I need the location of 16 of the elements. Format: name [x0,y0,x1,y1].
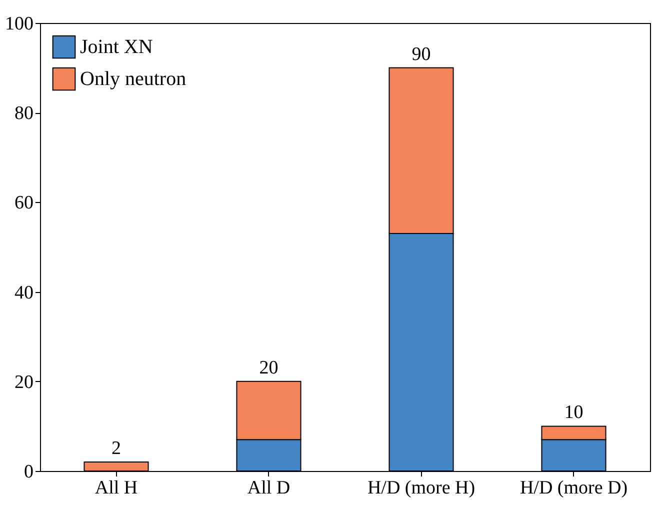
y-tick-label: 0 [24,462,34,482]
y-tick-label: 100 [5,14,34,34]
y-tick-label: 40 [14,282,34,304]
x-tick-label: H/D (more D) [520,478,628,498]
total-label: 90 [412,44,431,65]
x-tick-label: H/D (more H) [367,478,476,498]
x-tick-label: All H [94,478,138,498]
total-label: 20 [259,357,278,378]
y-tick-label: 80 [14,103,34,124]
legend-label: Only neutron [80,68,186,90]
y-tick-label: 60 [14,192,34,214]
total-label: 10 [564,402,584,424]
x-tick-label: All D [247,478,290,498]
total-label: 2 [112,438,121,460]
y-tick-label: 20 [14,372,34,393]
legend-label: Joint XN [80,36,153,58]
